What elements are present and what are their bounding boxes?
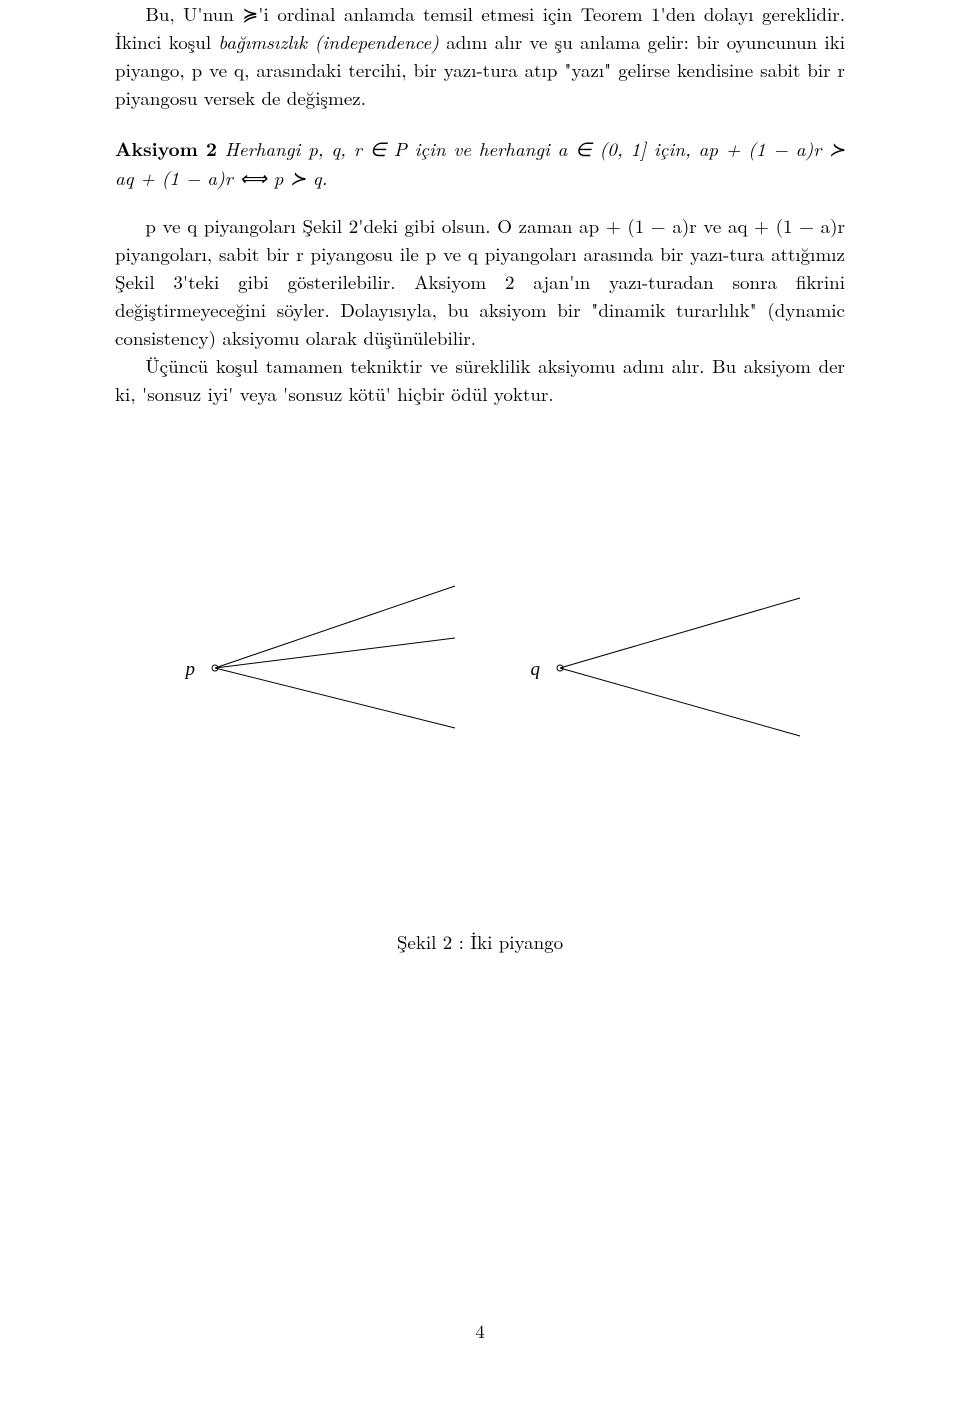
p4-text: Üçüncü koşul tamamen tekniktir ve sürekl… <box>115 352 845 407</box>
svg-text:p: p <box>184 659 196 680</box>
figure-caption: Şekil 2 : İki piyango <box>115 928 845 956</box>
figure-svg: pq <box>140 578 820 758</box>
page: Bu, U'nun ≽'i ordinal anlamda temsil etm… <box>0 0 960 1405</box>
paragraph-3: p ve q piyangoları Şekil 2'deki gibi ols… <box>115 212 845 353</box>
figure-2: pq <box>115 578 845 758</box>
paragraph-4: Üçüncü koşul tamamen tekniktir ve sürekl… <box>115 352 845 408</box>
p3-text: p ve q piyangoları Şekil 2'deki gibi ols… <box>115 212 845 351</box>
svg-text:q: q <box>531 659 541 680</box>
paragraph-1: Bu, U'nun ≽'i ordinal anlamda temsil etm… <box>115 0 845 112</box>
axiom-body: Herhangi p, q, r ∈ P için ve herhangi a … <box>115 135 845 190</box>
page-number: 4 <box>0 1317 960 1345</box>
axiom-2: Aksiyom 2 Herhangi p, q, r ∈ P için ve h… <box>115 134 845 191</box>
axiom-label: Aksiyom 2 <box>115 134 217 162</box>
p1-emph: bağımsızlık (independence) <box>218 28 439 55</box>
